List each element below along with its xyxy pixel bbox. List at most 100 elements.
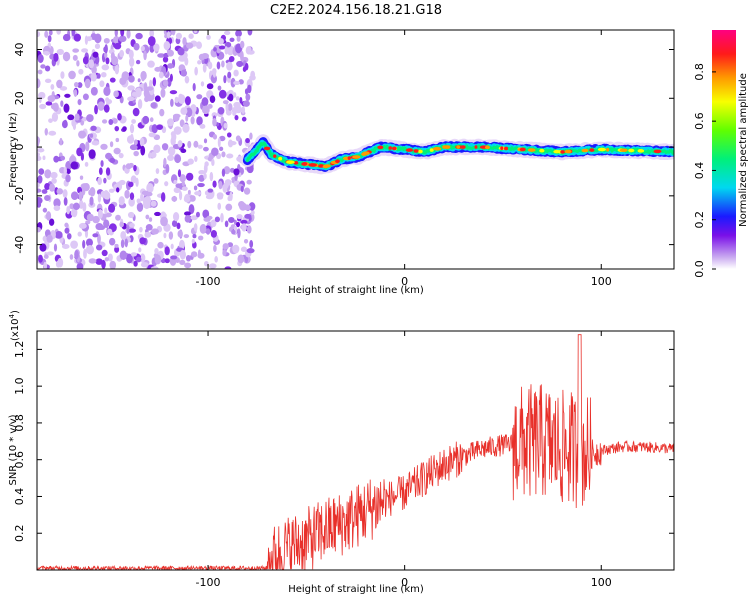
noise-speckle	[107, 253, 113, 262]
noise-speckle	[250, 70, 256, 79]
noise-speckle	[63, 103, 70, 113]
noise-speckle	[162, 56, 169, 63]
noise-speckle	[78, 68, 84, 75]
noise-speckle	[150, 102, 157, 109]
noise-speckle	[113, 35, 120, 44]
noise-speckle	[104, 191, 111, 200]
noise-speckle	[115, 137, 120, 143]
noise-speckle	[250, 210, 255, 216]
noise-speckle	[128, 228, 136, 233]
noise-speckle	[77, 98, 82, 106]
noise-speckle	[62, 189, 68, 198]
noise-speckle	[228, 55, 235, 62]
noise-speckle	[114, 64, 120, 75]
noise-speckle	[187, 189, 191, 195]
noise-speckle	[90, 86, 98, 96]
noise-speckle	[74, 113, 80, 121]
noise-speckle	[103, 177, 107, 184]
noise-speckle	[233, 219, 237, 225]
noise-speckle	[129, 144, 138, 151]
noise-speckle	[185, 114, 189, 122]
ridge-peak	[504, 146, 509, 151]
ridge-peak	[293, 161, 299, 165]
noise-speckle	[202, 209, 210, 219]
noise-speckle	[153, 43, 160, 52]
noise-speckle	[145, 214, 150, 220]
colorbar-tick-label: 0.4	[693, 162, 706, 180]
noise-speckle	[212, 69, 217, 78]
noise-speckle	[179, 174, 187, 183]
spectrogram-x-tick-label: 0	[401, 275, 408, 288]
ridge-peak	[442, 145, 447, 149]
noise-speckle	[183, 195, 191, 203]
noise-speckle	[78, 199, 84, 209]
noise-speckle	[115, 214, 121, 221]
snr-y-tick-label: 0.8	[13, 414, 26, 432]
noise-speckle	[198, 53, 205, 61]
noise-speckle	[113, 90, 119, 98]
snr-x-tick-label: 0	[401, 576, 408, 589]
ridge-peak	[628, 148, 635, 153]
noise-speckle	[228, 93, 234, 102]
noise-speckle	[53, 52, 59, 62]
noise-speckle	[150, 151, 157, 159]
noise-speckle	[143, 82, 148, 91]
noise-speckle	[85, 244, 94, 255]
noise-speckle	[236, 35, 241, 42]
noise-speckle	[76, 262, 84, 269]
noise-speckle	[73, 82, 79, 88]
noise-speckle	[85, 220, 91, 225]
ridge-peak	[519, 147, 526, 152]
noise-speckle	[146, 182, 154, 193]
noise-speckle	[194, 155, 198, 163]
noise-speckle	[227, 103, 233, 111]
noise-speckle	[169, 90, 178, 95]
noise-speckle	[164, 181, 169, 187]
noise-speckle	[201, 105, 210, 115]
ridge-peak	[388, 146, 392, 150]
noise-speckle	[179, 249, 186, 260]
noise-speckle	[160, 216, 168, 227]
noise-speckle	[61, 120, 68, 129]
noise-speckle	[191, 239, 195, 244]
noise-speckle	[143, 50, 147, 61]
ridge-peak	[278, 156, 283, 161]
noise-speckle	[233, 92, 237, 98]
noise-speckle	[50, 171, 58, 179]
noise-speckle	[157, 241, 164, 249]
noise-speckle	[136, 198, 141, 204]
noise-speckle	[109, 141, 114, 148]
noise-speckle	[86, 213, 94, 222]
ridge-peak	[417, 149, 423, 154]
noise-speckle	[41, 189, 48, 194]
noise-speckle	[235, 135, 241, 142]
ridge-peak	[432, 146, 442, 151]
noise-speckle	[113, 147, 121, 155]
noise-speckle	[247, 30, 253, 36]
noise-speckle	[64, 93, 71, 98]
snr-y-tick-label: 1.0	[13, 377, 26, 395]
noise-speckle	[127, 85, 133, 91]
noise-speckle	[150, 266, 159, 269]
noise-speckle	[177, 47, 185, 56]
colorbar-tick-label: 0.6	[693, 112, 706, 130]
noise-speckle	[184, 211, 192, 216]
noise-speckle	[73, 33, 82, 42]
noise-speckle	[108, 188, 115, 193]
noise-speckle	[89, 196, 94, 206]
noise-speckle	[44, 78, 52, 84]
noise-speckle	[101, 64, 110, 71]
noise-speckle	[71, 30, 76, 37]
noise-speckle	[178, 190, 183, 201]
noise-speckle	[203, 146, 209, 152]
noise-speckle	[140, 45, 145, 52]
noise-speckle	[126, 30, 131, 39]
noise-speckle	[82, 239, 86, 249]
ridge-peak	[597, 147, 607, 152]
noise-speckle	[170, 98, 174, 107]
noise-speckle	[180, 148, 187, 154]
noise-speckle	[199, 123, 206, 129]
noise-speckle	[127, 181, 134, 188]
noise-speckle	[243, 239, 249, 244]
noise-speckle	[104, 52, 108, 59]
